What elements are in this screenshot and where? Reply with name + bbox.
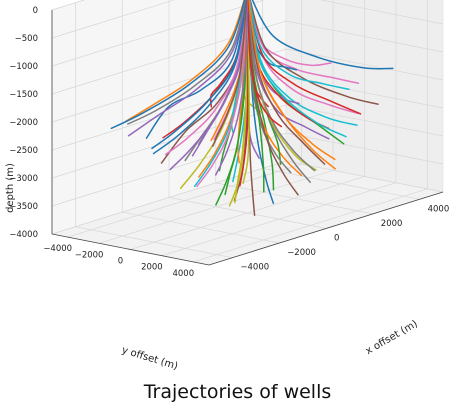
x-tick-label-2: 0	[334, 234, 339, 244]
plot-3d: −4000−2000020004000−4000−20000200040000−…	[0, 0, 475, 380]
z-tick-label-1: −500	[15, 34, 38, 44]
x-axis-label: x offset (m)	[364, 318, 420, 357]
z-tick-label-0: 0	[33, 6, 38, 16]
x-tick-label-0: −4000	[240, 263, 269, 273]
figure-caption: Trajectories of wells	[0, 381, 475, 403]
z-tick-label-2: −1000	[9, 62, 38, 72]
z-tick-label-3: −1500	[9, 90, 38, 100]
y-axis-label: y offset (m)	[120, 345, 179, 373]
x-tick-label-3: 2000	[381, 219, 403, 229]
y-tick-label-0: −4000	[43, 244, 72, 254]
y-tick-label-2: 0	[118, 257, 123, 267]
z-tick-label-4: −2000	[9, 118, 38, 128]
x-tick-label-1: −2000	[287, 248, 316, 258]
y-tick-label-3: 2000	[141, 263, 163, 273]
z-tick-label-8: −4000	[9, 230, 38, 240]
z-tick-label-5: −2500	[9, 146, 38, 156]
z-axis-label: depth (m)	[5, 163, 16, 213]
y-tick-label-1: −2000	[75, 250, 104, 260]
x-tick-label-4: 4000	[428, 204, 450, 214]
y-tick-label-4: 4000	[172, 269, 194, 279]
